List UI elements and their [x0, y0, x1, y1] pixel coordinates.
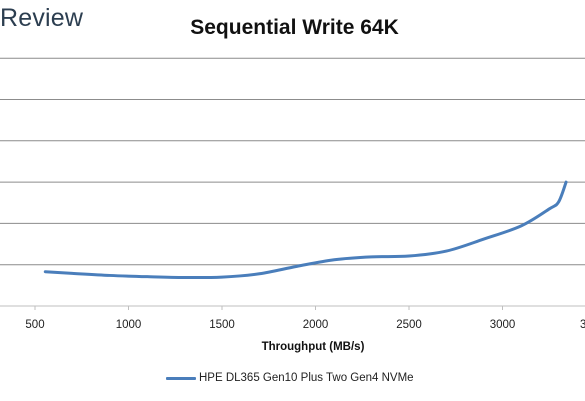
- legend: HPE DL365 Gen10 Plus Two Gen4 NVMe: [166, 372, 414, 384]
- x-tick-label: 1500: [209, 319, 235, 331]
- x-tick-label: 3: [580, 319, 585, 331]
- gridlines: [0, 57, 585, 307]
- x-tick-label: 3000: [490, 319, 516, 331]
- x-tick-label: 2500: [396, 319, 422, 331]
- series-lines: [43, 180, 568, 280]
- series-line: [43, 180, 568, 280]
- brand-logo-text: Review: [0, 4, 84, 32]
- x-tick-label: 1000: [116, 319, 142, 331]
- x-axis-ticks: 500 1000 1500 2000 2500 3000 3: [25, 306, 585, 331]
- x-tick-label: 2000: [303, 319, 329, 331]
- chart-title: Sequential Write 64K: [190, 16, 399, 39]
- legend-swatch: [166, 376, 196, 380]
- x-axis-label: Throughput (MB/s): [262, 341, 365, 353]
- legend-label: HPE DL365 Gen10 Plus Two Gen4 NVMe: [199, 372, 414, 384]
- x-tick-label: 500: [25, 319, 44, 331]
